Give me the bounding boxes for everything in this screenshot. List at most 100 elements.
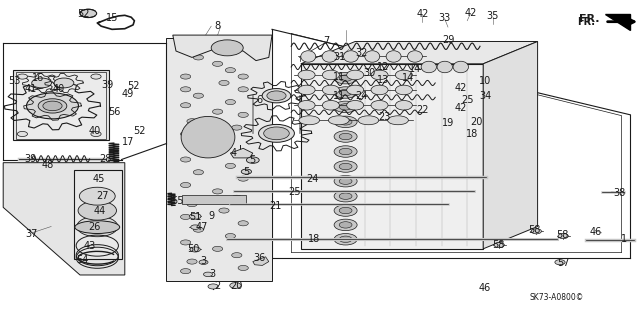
Circle shape bbox=[339, 148, 352, 155]
Text: 40: 40 bbox=[52, 84, 65, 94]
Circle shape bbox=[189, 213, 201, 219]
Circle shape bbox=[180, 74, 191, 79]
Circle shape bbox=[334, 190, 357, 202]
Ellipse shape bbox=[386, 51, 401, 62]
Circle shape bbox=[334, 175, 357, 187]
Circle shape bbox=[339, 236, 352, 242]
Circle shape bbox=[494, 242, 504, 248]
Text: 12: 12 bbox=[376, 62, 389, 72]
Text: 3: 3 bbox=[200, 256, 207, 266]
Text: 36: 36 bbox=[253, 253, 266, 263]
Circle shape bbox=[79, 187, 115, 205]
Polygon shape bbox=[173, 35, 272, 61]
Circle shape bbox=[238, 74, 248, 79]
Circle shape bbox=[225, 68, 236, 73]
Text: 8: 8 bbox=[214, 20, 221, 31]
Text: 31: 31 bbox=[333, 52, 346, 63]
Circle shape bbox=[339, 178, 352, 184]
Circle shape bbox=[238, 221, 248, 226]
Text: 17: 17 bbox=[122, 137, 134, 147]
Text: 4: 4 bbox=[230, 148, 237, 158]
Text: 1: 1 bbox=[621, 234, 627, 244]
Circle shape bbox=[180, 269, 191, 274]
Text: 24: 24 bbox=[306, 174, 319, 184]
Circle shape bbox=[238, 112, 248, 117]
Text: 16: 16 bbox=[32, 73, 45, 83]
Text: 27: 27 bbox=[96, 191, 109, 201]
Ellipse shape bbox=[298, 70, 315, 80]
Circle shape bbox=[225, 163, 236, 168]
Ellipse shape bbox=[396, 100, 412, 110]
Text: 20: 20 bbox=[470, 117, 483, 127]
Text: 46: 46 bbox=[589, 227, 602, 237]
Text: 43: 43 bbox=[83, 241, 96, 251]
Circle shape bbox=[80, 9, 97, 18]
Text: 25: 25 bbox=[461, 95, 474, 106]
Ellipse shape bbox=[358, 116, 379, 125]
Circle shape bbox=[180, 214, 191, 219]
Circle shape bbox=[334, 146, 357, 157]
Polygon shape bbox=[605, 14, 630, 30]
Text: 39: 39 bbox=[101, 79, 114, 90]
Circle shape bbox=[17, 131, 28, 137]
Circle shape bbox=[180, 48, 191, 54]
Circle shape bbox=[334, 234, 357, 245]
Circle shape bbox=[264, 127, 289, 140]
Circle shape bbox=[334, 101, 357, 113]
Circle shape bbox=[238, 151, 248, 156]
Ellipse shape bbox=[323, 70, 339, 80]
Text: 42: 42 bbox=[454, 103, 467, 113]
Ellipse shape bbox=[421, 61, 436, 73]
Ellipse shape bbox=[323, 100, 339, 110]
Text: 11: 11 bbox=[333, 91, 346, 101]
Circle shape bbox=[193, 170, 204, 175]
Text: 52: 52 bbox=[77, 9, 90, 19]
Text: 20: 20 bbox=[230, 280, 243, 291]
Text: 50: 50 bbox=[187, 244, 200, 255]
Circle shape bbox=[334, 116, 357, 128]
Polygon shape bbox=[230, 148, 253, 158]
Circle shape bbox=[193, 93, 204, 98]
Text: 3: 3 bbox=[209, 269, 216, 279]
Text: 38: 38 bbox=[613, 188, 626, 198]
Text: 34: 34 bbox=[479, 91, 492, 101]
Circle shape bbox=[555, 260, 565, 265]
Text: 22: 22 bbox=[416, 105, 429, 115]
Circle shape bbox=[26, 93, 79, 119]
Circle shape bbox=[339, 207, 352, 214]
Circle shape bbox=[334, 131, 357, 142]
Bar bbox=[13, 70, 109, 140]
Circle shape bbox=[267, 91, 286, 100]
Circle shape bbox=[558, 234, 568, 239]
Polygon shape bbox=[166, 38, 272, 281]
Text: 58: 58 bbox=[492, 240, 504, 250]
Circle shape bbox=[339, 119, 352, 125]
Text: 40: 40 bbox=[88, 126, 101, 136]
Text: 5: 5 bbox=[250, 155, 256, 165]
Circle shape bbox=[334, 205, 357, 216]
Ellipse shape bbox=[347, 100, 364, 110]
Circle shape bbox=[232, 253, 242, 258]
Ellipse shape bbox=[347, 70, 364, 80]
Circle shape bbox=[187, 259, 197, 264]
Circle shape bbox=[180, 103, 191, 108]
Circle shape bbox=[54, 78, 74, 88]
Text: 35: 35 bbox=[486, 11, 499, 21]
Circle shape bbox=[339, 104, 352, 110]
Text: 45: 45 bbox=[93, 174, 106, 184]
Text: 32: 32 bbox=[355, 48, 368, 58]
Circle shape bbox=[339, 89, 352, 96]
Circle shape bbox=[77, 216, 118, 237]
Text: 37: 37 bbox=[26, 228, 38, 239]
Circle shape bbox=[212, 246, 223, 251]
Ellipse shape bbox=[371, 85, 388, 95]
Ellipse shape bbox=[388, 116, 408, 125]
Circle shape bbox=[78, 201, 116, 220]
Ellipse shape bbox=[396, 70, 412, 80]
Text: SK73-A0800©: SK73-A0800© bbox=[530, 293, 584, 302]
Text: 9: 9 bbox=[208, 211, 214, 221]
Circle shape bbox=[208, 284, 218, 289]
Text: 13: 13 bbox=[376, 75, 389, 85]
Circle shape bbox=[187, 202, 197, 207]
Ellipse shape bbox=[396, 85, 412, 95]
